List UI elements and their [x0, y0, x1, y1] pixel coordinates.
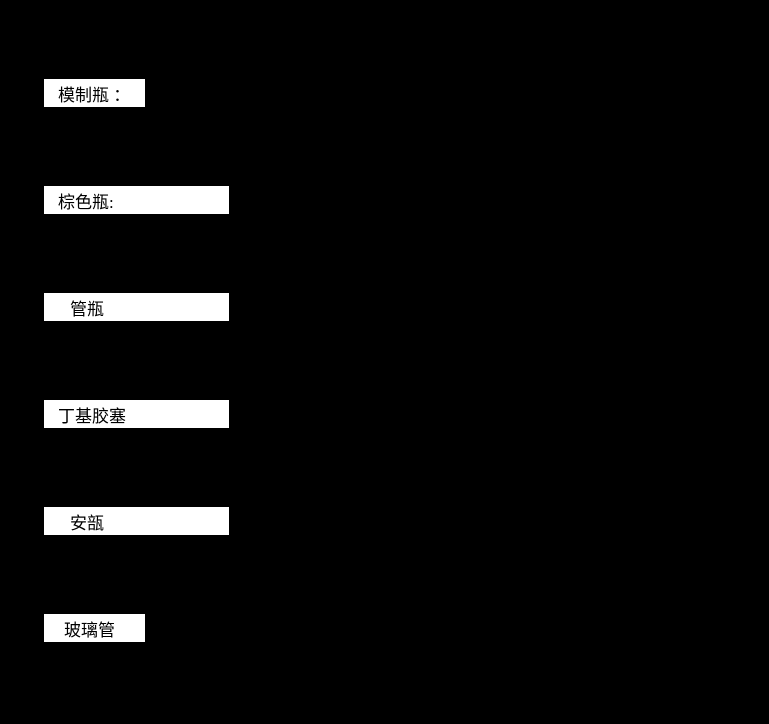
box-tube-bottle: 管瓶: [43, 292, 230, 322]
box-label: 棕色瓶:: [58, 188, 114, 213]
box-molded-bottle: 模制瓶 ：: [43, 78, 146, 108]
box-glass-tube: 玻璃管: [43, 613, 146, 643]
box-brown-bottle: 棕色瓶:: [43, 185, 230, 215]
box-label: 管瓶: [70, 295, 104, 320]
box-label: 模制瓶 ：: [58, 81, 130, 106]
box-label: 玻璃管: [64, 616, 115, 641]
box-ampoule: 安瓿: [43, 506, 230, 536]
diagram-canvas: 模制瓶 ： 棕色瓶: 管瓶 丁基胶塞 安瓿 玻璃管: [0, 0, 769, 724]
box-butyl-stopper: 丁基胶塞: [43, 399, 230, 429]
box-label: 丁基胶塞: [58, 402, 126, 427]
box-label: 安瓿: [70, 509, 104, 534]
